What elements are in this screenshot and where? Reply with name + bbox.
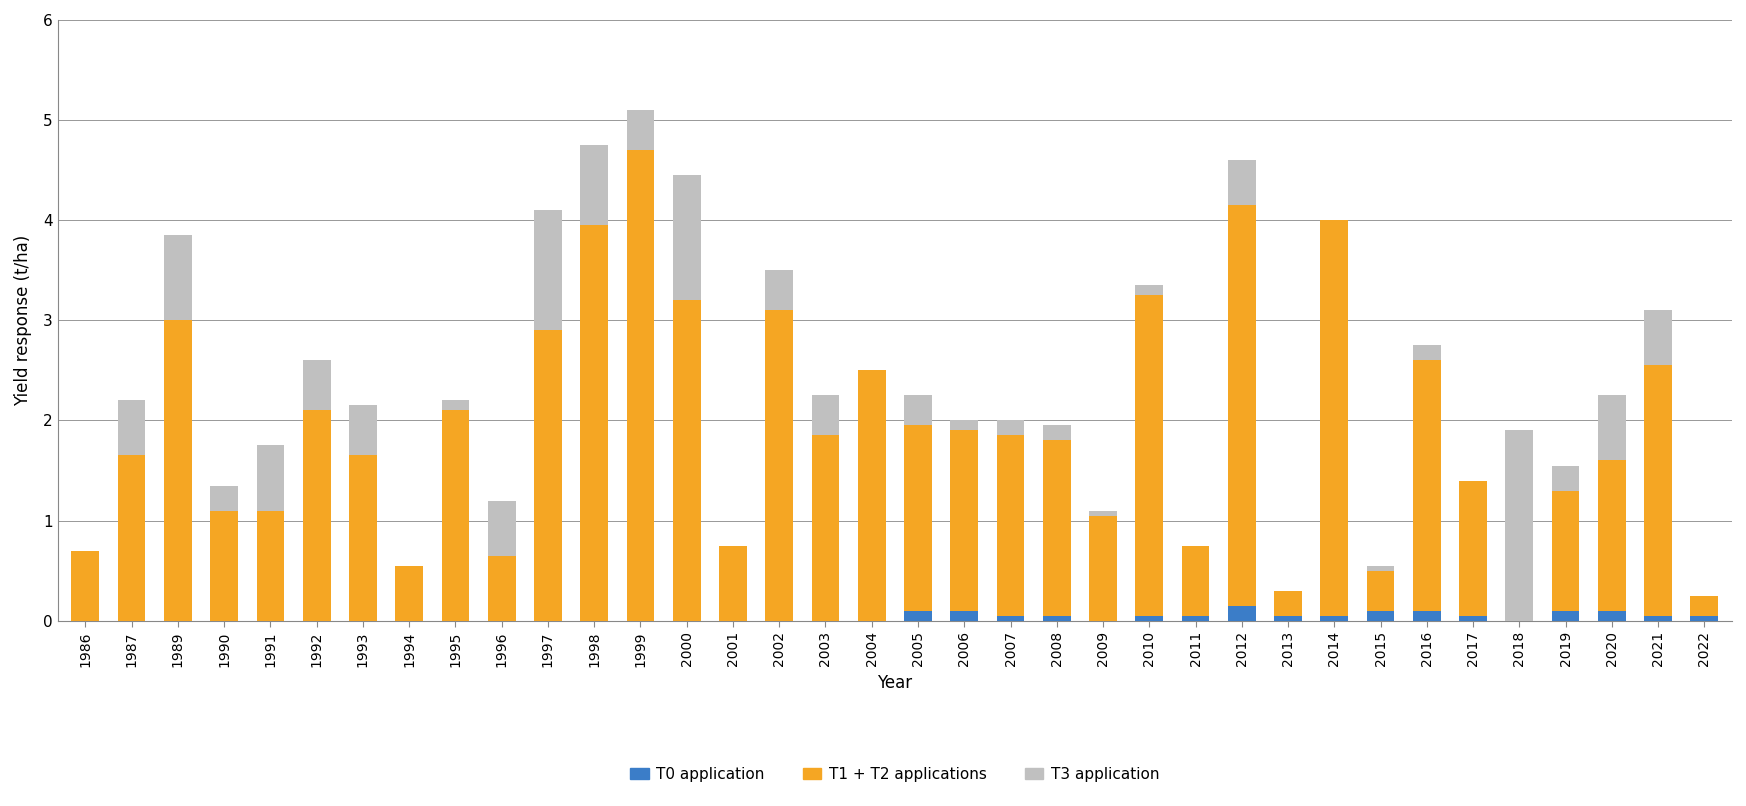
Bar xyxy=(950,611,978,621)
Bar xyxy=(534,330,562,621)
Bar xyxy=(580,145,608,225)
Bar xyxy=(1505,430,1533,621)
Bar xyxy=(164,235,192,320)
Bar xyxy=(904,396,932,426)
Bar xyxy=(1042,616,1070,621)
Bar xyxy=(1552,466,1580,491)
Bar xyxy=(1552,611,1580,621)
Bar xyxy=(997,616,1025,621)
Bar xyxy=(1460,616,1488,621)
Bar xyxy=(442,401,470,410)
Bar xyxy=(1227,160,1255,206)
Bar xyxy=(257,510,285,621)
Bar xyxy=(765,310,793,621)
Bar xyxy=(1598,611,1626,621)
Bar xyxy=(719,546,747,621)
Legend: T0 application, T1 + T2 applications, T3 application: T0 application, T1 + T2 applications, T3… xyxy=(625,761,1166,787)
Bar xyxy=(117,401,145,455)
Bar xyxy=(349,405,377,455)
Bar xyxy=(997,435,1025,616)
Bar xyxy=(1182,546,1210,616)
Bar xyxy=(1090,516,1117,621)
Bar xyxy=(1227,605,1255,621)
Bar xyxy=(1367,566,1395,571)
Bar xyxy=(1135,616,1163,621)
Bar xyxy=(672,301,700,621)
Bar xyxy=(812,396,840,435)
Bar xyxy=(627,110,655,150)
Bar xyxy=(210,485,237,510)
Bar xyxy=(1275,591,1303,616)
Bar xyxy=(997,421,1025,435)
Bar xyxy=(1135,295,1163,616)
Bar xyxy=(765,270,793,310)
Bar xyxy=(1320,616,1348,621)
Bar xyxy=(302,410,330,621)
Bar xyxy=(904,426,932,611)
Bar xyxy=(117,455,145,621)
Bar xyxy=(164,320,192,621)
Bar xyxy=(1182,616,1210,621)
Bar xyxy=(950,430,978,611)
Bar xyxy=(1645,365,1673,616)
Bar xyxy=(1690,596,1718,616)
Bar xyxy=(257,446,285,510)
Bar xyxy=(1690,616,1718,621)
Bar xyxy=(1598,396,1626,460)
Bar xyxy=(534,210,562,330)
Bar xyxy=(1413,611,1440,621)
Y-axis label: Yield response (t/ha): Yield response (t/ha) xyxy=(14,235,31,406)
Bar xyxy=(1135,285,1163,295)
Bar xyxy=(1367,611,1395,621)
Bar xyxy=(1598,460,1626,611)
Bar xyxy=(950,421,978,430)
Bar xyxy=(580,225,608,621)
Bar xyxy=(487,501,515,555)
Bar xyxy=(1645,310,1673,365)
Bar xyxy=(672,175,700,301)
Bar xyxy=(1413,345,1440,360)
Bar xyxy=(349,455,377,621)
Bar xyxy=(1042,426,1070,440)
Bar xyxy=(1552,491,1580,611)
Bar xyxy=(395,566,423,621)
Bar xyxy=(487,555,515,621)
Bar xyxy=(302,360,330,410)
Bar xyxy=(72,550,100,621)
X-axis label: Year: Year xyxy=(876,674,913,692)
Bar xyxy=(857,371,885,621)
Bar xyxy=(1042,440,1070,616)
Bar xyxy=(904,611,932,621)
Bar xyxy=(1275,616,1303,621)
Bar xyxy=(1090,510,1117,516)
Bar xyxy=(1645,616,1673,621)
Bar xyxy=(812,435,840,621)
Bar xyxy=(442,410,470,621)
Bar xyxy=(627,150,655,621)
Bar xyxy=(1367,571,1395,611)
Bar xyxy=(1227,206,1255,605)
Bar xyxy=(1320,220,1348,616)
Bar xyxy=(1413,360,1440,611)
Bar xyxy=(210,510,237,621)
Bar xyxy=(1460,480,1488,616)
